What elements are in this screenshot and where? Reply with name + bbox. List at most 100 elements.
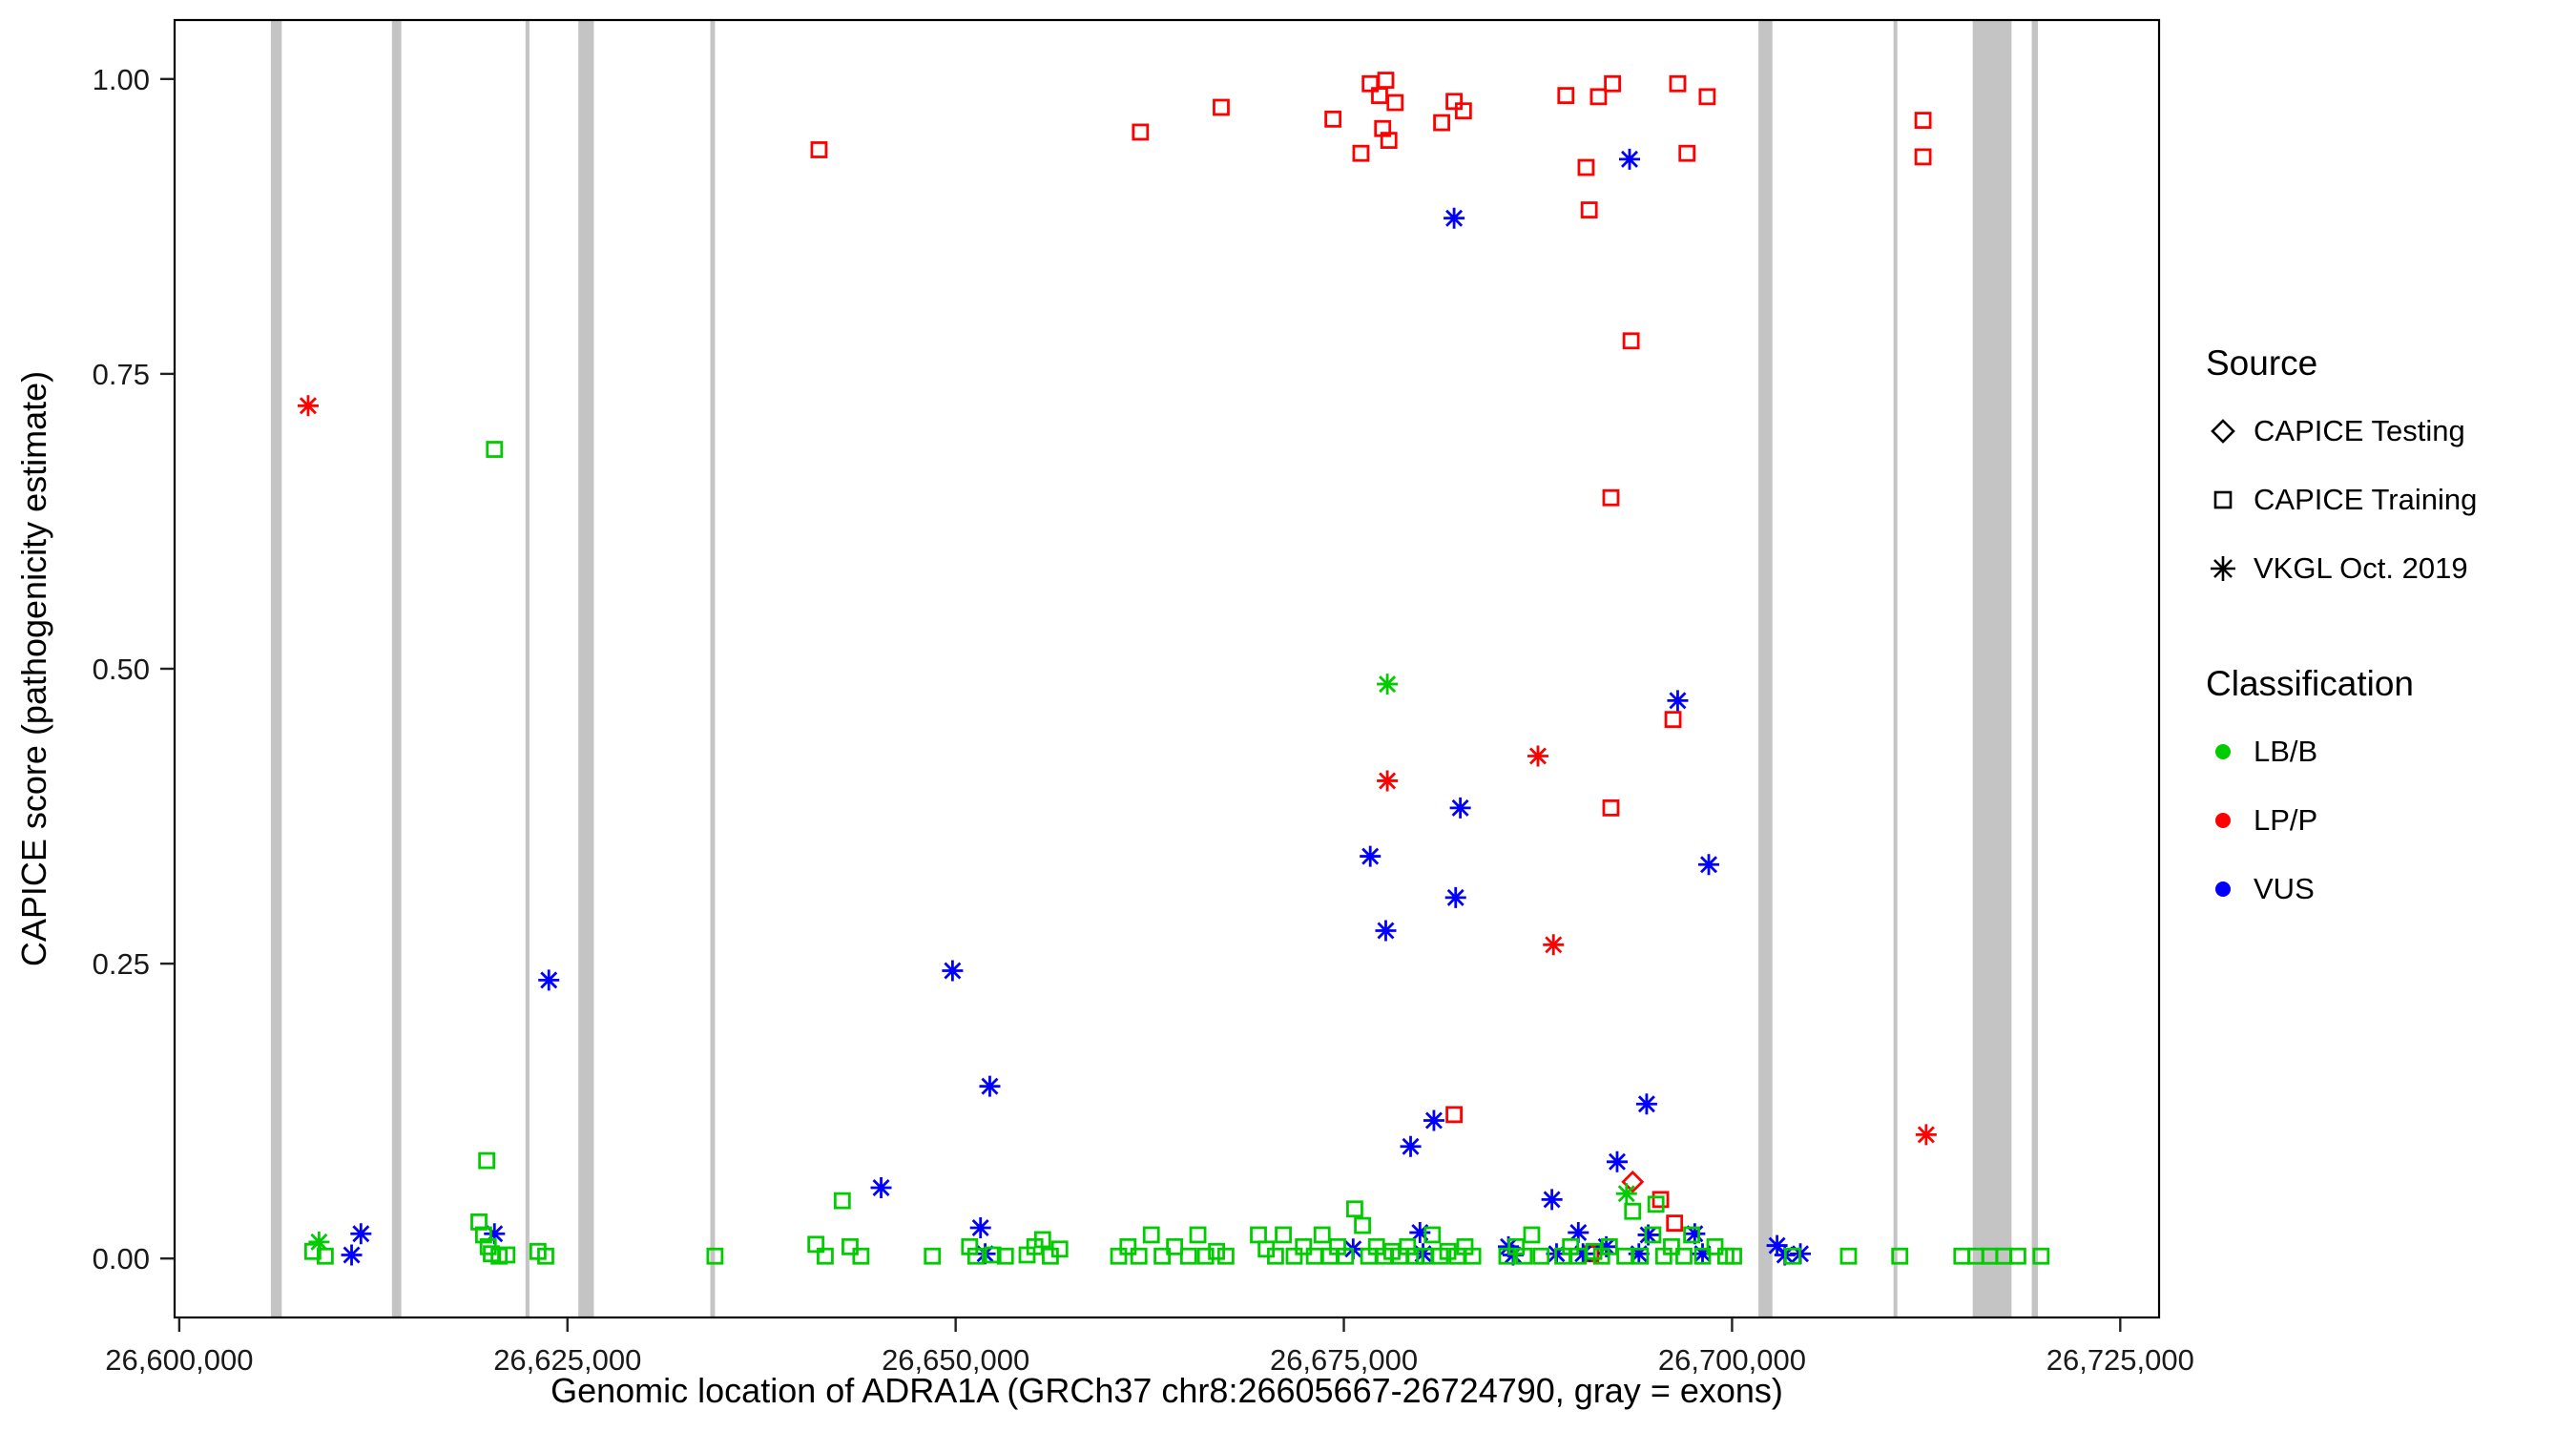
data-point — [1604, 74, 1622, 93]
data-point — [1953, 1247, 1971, 1265]
data-point — [2032, 1247, 2050, 1265]
y-tick-label: 0.75 — [93, 358, 150, 391]
data-point — [984, 1246, 1002, 1264]
exon-bar — [1972, 20, 2012, 1317]
data-point — [478, 1151, 496, 1170]
data-point — [1621, 1170, 1645, 1193]
data-point — [1684, 1223, 1706, 1245]
data-point — [1377, 72, 1395, 89]
legend-classification-title: Classification — [2206, 664, 2414, 703]
x-tick-label: 26,625,000 — [493, 1343, 641, 1377]
data-point — [979, 1075, 1001, 1097]
data-point — [1130, 1247, 1148, 1265]
data-point — [1635, 1093, 1657, 1115]
data-point — [1445, 93, 1463, 111]
data-point — [1666, 1214, 1684, 1232]
data-point — [1275, 1226, 1292, 1244]
data-point — [474, 1226, 492, 1244]
asterisk-icon — [2211, 556, 2235, 581]
data-point — [1374, 119, 1392, 137]
data-point — [1406, 1247, 1424, 1265]
exon-bar — [525, 20, 530, 1317]
data-point — [1698, 88, 1716, 106]
data-point — [1423, 1226, 1442, 1244]
data-point — [996, 1247, 1014, 1265]
data-point — [1706, 1237, 1724, 1255]
legend-item-capice-testing: CAPICE Testing — [2206, 397, 2568, 466]
data-point — [1449, 797, 1471, 819]
data-point — [1568, 1221, 1589, 1243]
data-point — [1444, 886, 1466, 908]
data-point — [1624, 1202, 1642, 1220]
legend-item-label: CAPICE Training — [2254, 483, 2478, 516]
data-point — [1572, 1243, 1594, 1265]
data-point — [1577, 158, 1595, 176]
legend-item-label: LP/P — [2254, 803, 2318, 837]
data-point — [1637, 1224, 1659, 1246]
legend-item-lpp: LP/P — [2206, 786, 2568, 855]
data-point — [1360, 845, 1381, 867]
legend-group-classification: Classification LB/B LP/P VUS — [2206, 664, 2568, 923]
data-point — [1498, 1247, 1516, 1265]
data-point — [538, 969, 560, 991]
data-point — [1783, 1247, 1801, 1265]
data-point — [1644, 1226, 1662, 1244]
data-point — [1602, 488, 1620, 507]
data-point — [1914, 112, 1932, 129]
data-point — [810, 141, 828, 158]
data-point — [1324, 110, 1342, 128]
data-point — [1153, 1247, 1172, 1265]
data-point — [1839, 1247, 1858, 1265]
data-point — [1313, 1226, 1331, 1244]
data-point — [1285, 1247, 1303, 1265]
data-point — [1377, 674, 1399, 695]
data-point — [1208, 1242, 1225, 1260]
data-point — [1664, 711, 1682, 729]
data-point — [1692, 1243, 1714, 1265]
data-point — [1464, 1247, 1482, 1265]
data-point — [1766, 1234, 1788, 1256]
legend-item-label: CAPICE Testing — [2254, 414, 2465, 447]
data-point — [807, 1235, 825, 1254]
data-point — [1346, 1200, 1363, 1218]
data-point — [1647, 1195, 1665, 1213]
data-point — [1423, 1110, 1444, 1131]
axis-ticks: 26,600,000 26,625,000 26,650,000 26,675,000… — [93, 63, 2194, 1377]
data-point — [308, 1231, 330, 1253]
data-point — [1628, 1243, 1650, 1265]
y-tick-label: 0.25 — [93, 947, 150, 981]
data-point — [1110, 1247, 1128, 1265]
data-point — [870, 1177, 892, 1198]
diamond-icon — [2211, 419, 2235, 444]
legend-item-vkgl: VKGL Oct. 2019 — [2206, 534, 2568, 603]
exon-bar — [710, 20, 716, 1317]
legend-item-vus: VUS — [2206, 855, 2568, 923]
data-point — [1179, 1247, 1197, 1265]
data-point — [341, 1244, 363, 1266]
data-point — [484, 1223, 506, 1245]
x-tick-label: 26,600,000 — [105, 1343, 253, 1377]
square-icon — [2213, 490, 2233, 509]
data-point — [1354, 1216, 1371, 1234]
data-point — [303, 1242, 322, 1260]
data-point — [1454, 102, 1472, 120]
data-point — [1050, 1240, 1069, 1258]
legend-group-source: Source CAPICE Testing CAPICE Training VK… — [2206, 343, 2568, 603]
data-point — [1267, 1247, 1284, 1265]
data-point — [1606, 1151, 1628, 1172]
data-point — [1557, 87, 1575, 105]
data-points — [297, 72, 2050, 1266]
red-dot-icon — [2215, 813, 2231, 828]
panel-border — [173, 18, 2161, 1319]
blue-dot-icon — [2215, 881, 2231, 897]
data-point — [1523, 1226, 1541, 1244]
data-point — [817, 1247, 834, 1265]
data-point — [2008, 1247, 2026, 1265]
data-point — [1352, 144, 1370, 162]
data-point — [1631, 1247, 1650, 1265]
x-tick-label: 26,675,000 — [1270, 1343, 1418, 1377]
data-point — [1619, 148, 1641, 170]
data-point — [1033, 1231, 1051, 1249]
legend-source-title: Source — [2206, 343, 2318, 383]
data-point — [1725, 1247, 1742, 1265]
